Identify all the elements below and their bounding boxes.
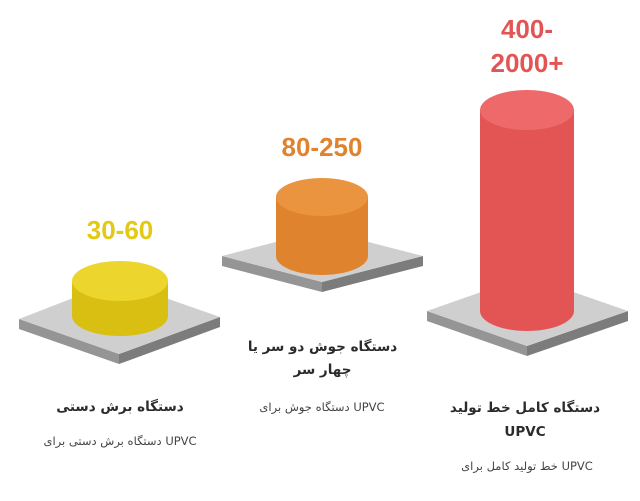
cylinder-1 [72, 261, 168, 336]
value-label-1: 30-60 [86, 215, 154, 245]
item-desc-1: UPVC دستگاه برش دستی برای [43, 434, 197, 448]
item-desc-3: UPVC خط تولید کامل برای [461, 459, 593, 473]
value-label-3: 400- 2000+ [457, 12, 597, 80]
item-desc-2: UPVC دستگاه جوش برای [259, 400, 385, 414]
item-title-2: دستگاه جوش دو سر یا چهار سر [247, 339, 398, 378]
item-title-1: دستگاه برش دستی [56, 399, 184, 415]
value-label-2: 80-250 [281, 132, 363, 162]
value-label-3-line: 400- 2000+ [490, 14, 564, 78]
cylinder-2 [276, 178, 368, 275]
item-title-3: دستگاه کامل خط تولید UPVC [449, 400, 601, 440]
cylinder-3 [480, 90, 574, 331]
